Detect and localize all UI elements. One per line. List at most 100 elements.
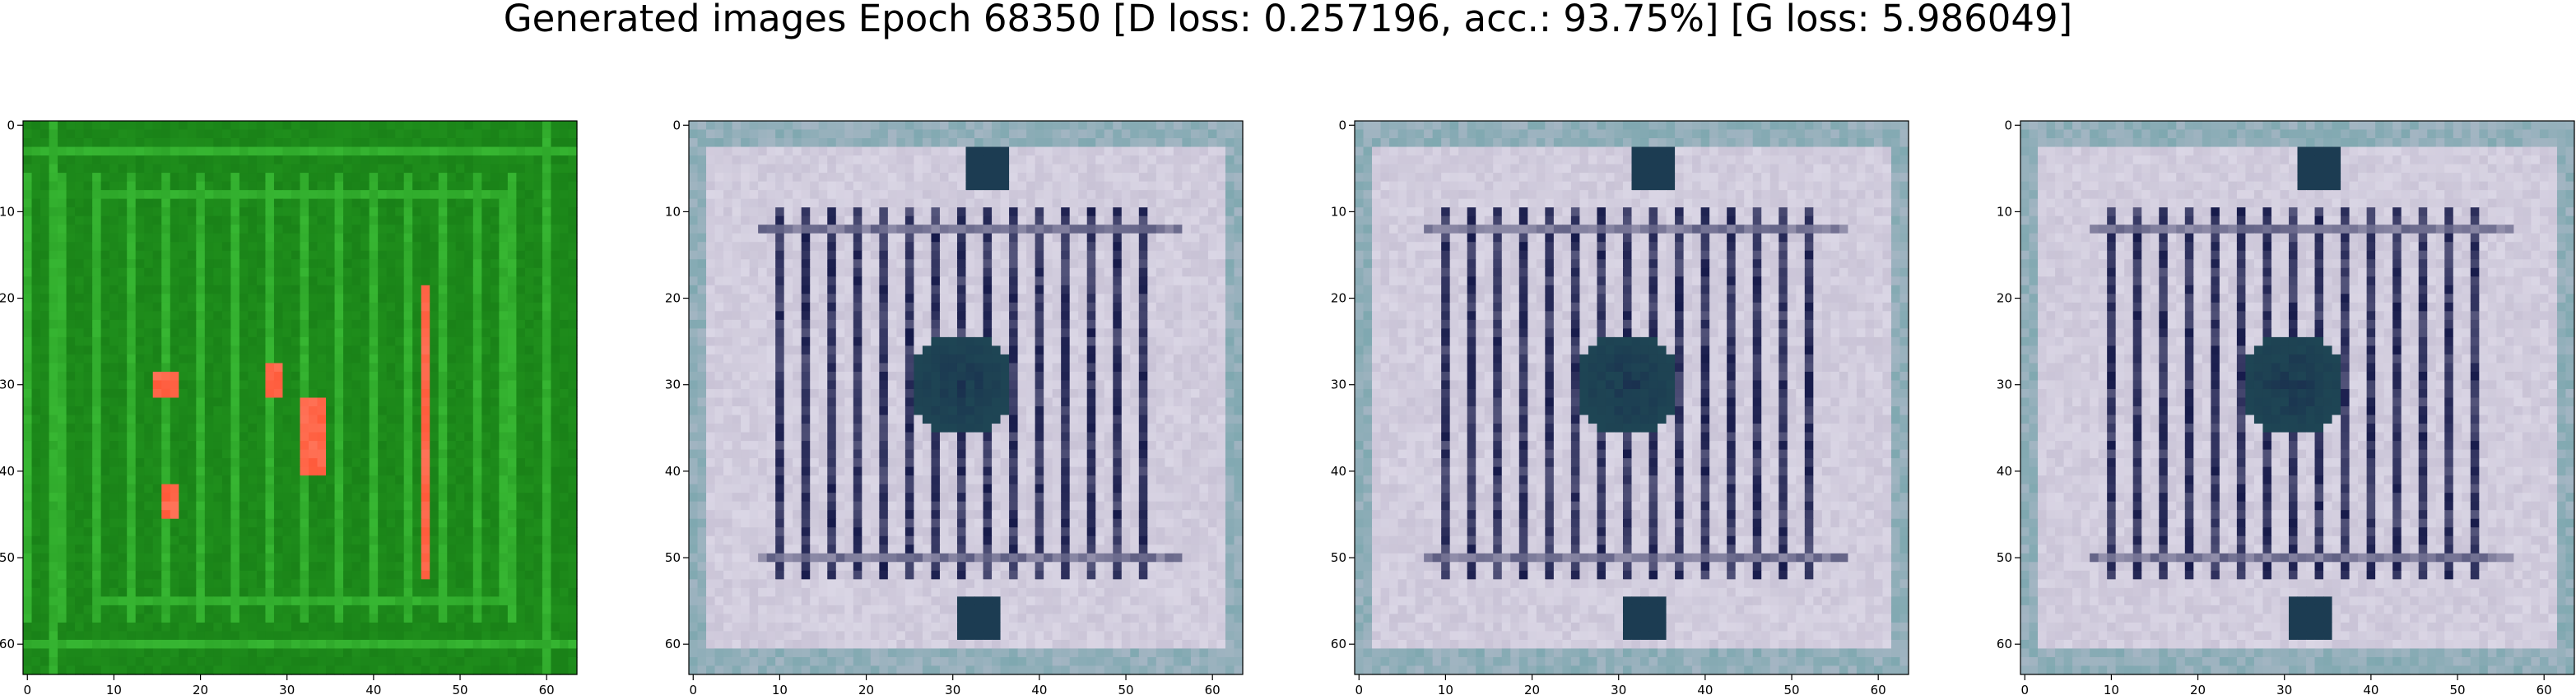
image-pixel [221, 345, 231, 355]
image-pixel [179, 146, 188, 156]
image-pixel [161, 138, 171, 148]
image-pixel [741, 190, 751, 200]
image-pixel [844, 233, 854, 243]
image-pixel [230, 233, 240, 243]
image-pixel [524, 198, 535, 208]
image-pixel [161, 622, 171, 632]
image-pixel [1095, 129, 1105, 139]
image-pixel [75, 544, 85, 554]
image-pixel [369, 190, 379, 200]
image-pixel [23, 562, 33, 572]
image-pixel [559, 267, 570, 277]
image-pixel [948, 129, 958, 139]
image-pixel [256, 562, 267, 572]
image-pixel [430, 388, 439, 399]
image-pixel [551, 562, 560, 572]
image-pixel [248, 397, 258, 407]
image-pixel [421, 432, 430, 442]
image-pixel [31, 267, 41, 277]
image-pixel [870, 138, 880, 148]
image-pixel [559, 173, 570, 183]
image-pixel [533, 121, 543, 131]
image-pixel [472, 311, 482, 321]
image-pixel [92, 466, 102, 476]
image-pixel [49, 129, 58, 139]
image-pixel [369, 432, 379, 442]
image-pixel [974, 225, 984, 234]
image-pixel [230, 570, 240, 580]
image-pixel [1052, 173, 1062, 183]
image-pixel [161, 518, 171, 528]
image-pixel [1207, 138, 1218, 148]
image-pixel [179, 345, 188, 355]
image-pixel [49, 441, 58, 451]
image-pixel [75, 285, 85, 294]
image-pixel [775, 173, 785, 183]
image-pixel [499, 562, 509, 572]
image-pixel [455, 259, 465, 269]
image-pixel [265, 475, 275, 485]
image-pixel [870, 215, 880, 225]
image-pixel [213, 614, 223, 623]
image-pixel [343, 493, 353, 503]
image-pixel [559, 458, 570, 468]
image-pixel [273, 527, 284, 537]
image-pixel [455, 311, 465, 321]
image-pixel [58, 198, 67, 208]
image-pixel [351, 285, 361, 294]
image-pixel [118, 285, 128, 294]
image-pixel [542, 527, 552, 537]
image-pixel [144, 605, 154, 614]
image-pixel [230, 596, 240, 606]
image-pixel [109, 198, 119, 208]
image-pixel [455, 267, 465, 277]
image-pixel [524, 466, 535, 476]
image-pixel [31, 631, 41, 641]
image-pixel [343, 380, 353, 390]
image-pixel [196, 233, 206, 243]
image-pixel [118, 553, 128, 563]
image-pixel [230, 535, 240, 545]
image-pixel [551, 501, 560, 511]
image-pixel [430, 259, 439, 269]
image-pixel [689, 129, 699, 139]
image-pixel [455, 302, 465, 312]
image-pixel [204, 276, 214, 286]
image-pixel [326, 553, 336, 563]
image-pixel [1017, 207, 1027, 217]
image-pixel [152, 146, 162, 156]
image-pixel [507, 449, 517, 459]
image-pixel [360, 535, 370, 545]
image-pixel [343, 207, 353, 217]
image-pixel [66, 121, 76, 131]
image-pixel [170, 587, 179, 597]
image-pixel [714, 181, 724, 191]
image-pixel [239, 294, 249, 303]
image-pixel [481, 354, 491, 364]
image-pixel [317, 198, 327, 208]
image-pixel [58, 207, 67, 217]
image-pixel [490, 207, 500, 217]
image-pixel [109, 605, 119, 614]
image-pixel [92, 665, 102, 675]
image-pixel [395, 432, 405, 442]
image-pixel [300, 336, 309, 347]
image-pixel [1225, 173, 1235, 183]
image-pixel [239, 155, 249, 165]
image-pixel [351, 631, 361, 641]
image-pixel [1044, 146, 1053, 156]
image-pixel [395, 449, 405, 459]
image-pixel [395, 493, 405, 503]
image-pixel [343, 146, 353, 156]
image-pixel [559, 146, 570, 156]
image-pixel [187, 570, 197, 580]
image-pixel [464, 605, 474, 614]
image-pixel [170, 319, 179, 329]
image-pixel [127, 250, 137, 260]
image-pixel [697, 129, 707, 139]
image-pixel [187, 302, 197, 312]
image-pixel [92, 484, 102, 493]
image-pixel [533, 535, 543, 545]
image-pixel [49, 484, 58, 493]
